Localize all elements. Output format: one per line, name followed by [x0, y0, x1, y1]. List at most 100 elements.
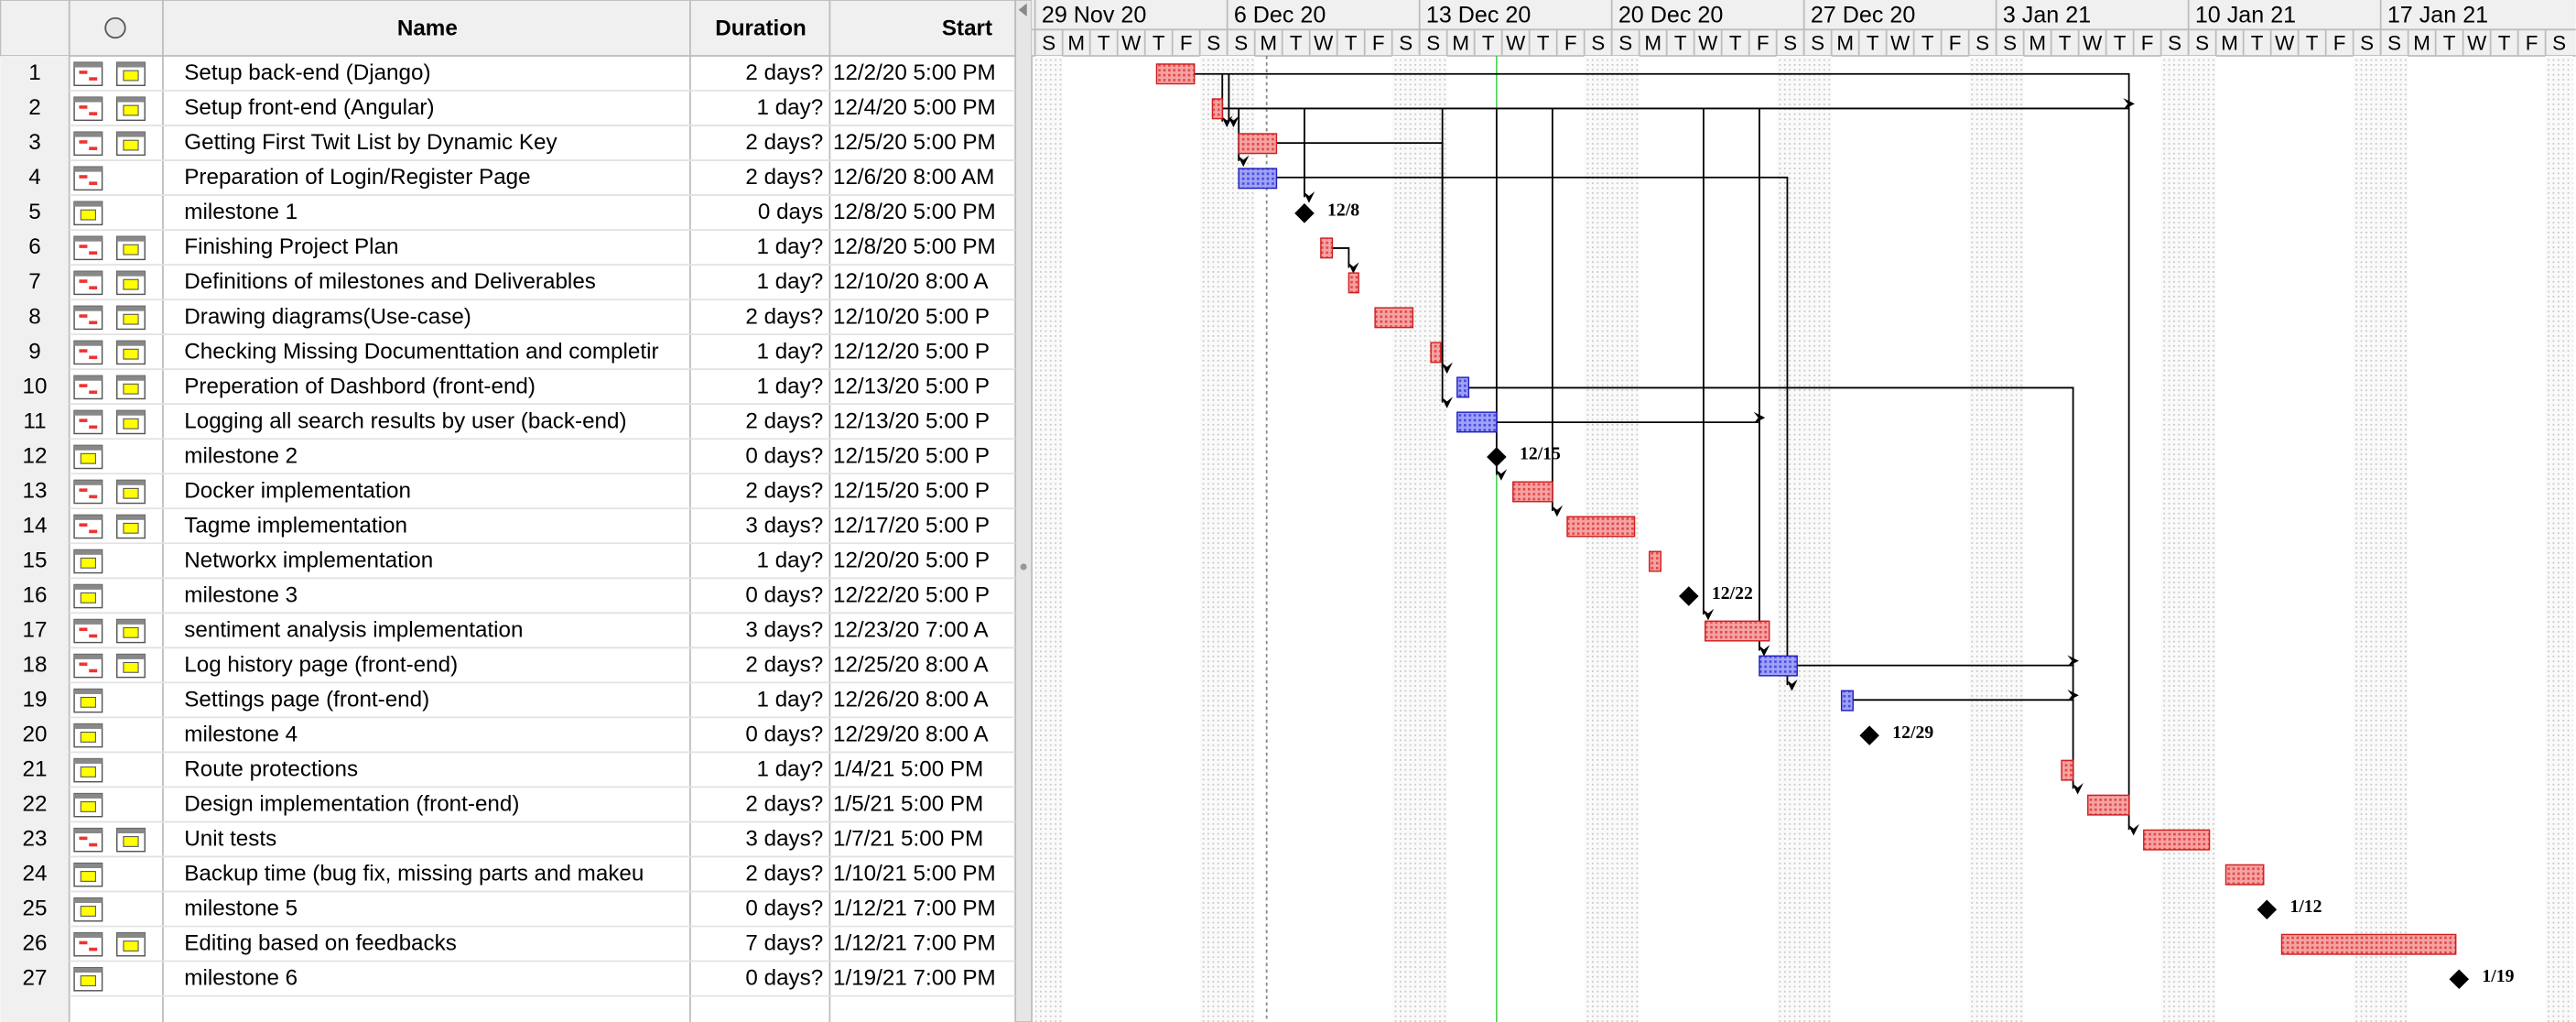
- notes-icon: [116, 653, 146, 679]
- icon-header: [74, 515, 103, 520]
- day-label: S: [1618, 31, 1632, 54]
- weekend-shade: [2353, 56, 2381, 1022]
- row-number-column: [0, 56, 70, 1022]
- icon-header: [74, 271, 103, 277]
- icon-cell: [123, 244, 139, 256]
- column-header[interactable]: Duration: [715, 16, 806, 41]
- task-bar: [2061, 759, 2074, 781]
- row-number: 1: [28, 60, 40, 85]
- notes-icon: [116, 235, 146, 261]
- row-number: 9: [28, 339, 40, 364]
- icon-header: [74, 897, 103, 904]
- icon-cell: [79, 384, 88, 387]
- task-duration: 1 day?: [757, 374, 824, 398]
- task-icon: [73, 235, 103, 261]
- day-label: T: [1153, 31, 1165, 54]
- task-name: Design implementation (front-end): [184, 792, 519, 817]
- row-number: 17: [23, 617, 48, 642]
- task-bar: [1840, 690, 1854, 712]
- task-icon: [73, 688, 103, 713]
- task-duration: 3 days?: [745, 513, 823, 538]
- row-number: 10: [23, 374, 48, 398]
- day-label: S: [2552, 31, 2566, 54]
- day-label: S: [1042, 31, 1055, 54]
- notes-icon: [116, 270, 146, 296]
- row-number: 19: [23, 687, 48, 712]
- icon-header: [74, 132, 103, 137]
- task-duration: 2 days?: [745, 130, 823, 155]
- column-header[interactable]: Start: [942, 16, 992, 41]
- day-label: T: [2498, 31, 2511, 54]
- milestone-label: 1/19: [2482, 966, 2514, 986]
- task-icon: [73, 792, 103, 818]
- weekend-shade: [2188, 56, 2216, 1022]
- task-duration: 0 days?: [745, 897, 823, 921]
- icon-cell: [79, 836, 88, 841]
- icon-header: [116, 932, 146, 939]
- day-label: M: [2413, 31, 2430, 54]
- info-column-icon[interactable]: [104, 16, 126, 39]
- week-label: 17 Jan 21: [2387, 3, 2488, 28]
- task-name: Networkx implementation: [184, 548, 433, 572]
- row-number: 12: [23, 443, 48, 468]
- icon-cell: [123, 278, 139, 290]
- task-duration: 2 days?: [745, 862, 823, 886]
- icon-cell: [89, 181, 98, 185]
- icon-cell: [89, 669, 98, 673]
- milestone-diamond: [2257, 899, 2278, 919]
- icon-cell: [89, 843, 98, 847]
- day-label: S: [1234, 31, 1248, 54]
- gantt-area: 12/8 12/15 12/22 12/29 1/12 1/19: [1034, 56, 2573, 1022]
- task-duration: 0 days?: [745, 443, 823, 468]
- icon-header: [74, 723, 103, 729]
- day-label: F: [1949, 31, 1962, 54]
- row-number: 15: [23, 548, 48, 572]
- icon-cell: [80, 209, 96, 221]
- task-start: 12/8/20 5:00 PM: [833, 234, 996, 259]
- icon-header: [116, 236, 146, 242]
- task-duration: 1 day?: [757, 548, 824, 572]
- icon-cell: [89, 495, 98, 499]
- icon-header: [74, 793, 103, 799]
- task-icon: [73, 96, 103, 122]
- task-name: milestone 5: [184, 897, 298, 921]
- day-label: T: [1921, 31, 1934, 54]
- day-label: T: [1482, 31, 1495, 54]
- task-name: milestone 3: [184, 582, 298, 607]
- day-label: M: [1452, 31, 1469, 54]
- task-name: Setup front-end (Angular): [184, 95, 434, 120]
- icon-header: [74, 584, 103, 590]
- task-icon: [73, 409, 103, 435]
- icon-header: [74, 480, 103, 485]
- icon-header: [116, 62, 146, 68]
- column-header[interactable]: Name: [397, 16, 458, 41]
- day-label: M: [2221, 31, 2238, 54]
- icon-header: [74, 967, 103, 973]
- splitter-arrow[interactable]: [1018, 3, 1027, 16]
- task-icon: [73, 966, 103, 992]
- day-label: F: [2141, 31, 2154, 54]
- milestone-diamond: [2449, 969, 2470, 990]
- icon-header: [74, 758, 103, 764]
- weekend-shade: [2545, 56, 2573, 1022]
- day-label: S: [2387, 31, 2401, 54]
- day-label: W: [1121, 31, 1142, 54]
- task-icon: [73, 270, 103, 296]
- weekend-shade: [1584, 56, 1612, 1022]
- task-start: 1/19/21 7:00 PM: [833, 966, 996, 991]
- notes-icon: [116, 514, 146, 539]
- icon-cell: [89, 390, 98, 395]
- splitter[interactable]: [1014, 0, 1034, 1022]
- task-start: 12/10/20 8:00 A: [833, 269, 990, 294]
- week-label: 10 Jan 21: [2195, 3, 2296, 28]
- task-icon: [73, 340, 103, 365]
- day-label: W: [1506, 31, 1526, 54]
- task-bar: [2280, 933, 2457, 955]
- day-label: T: [2443, 31, 2456, 54]
- day-label: F: [2526, 31, 2538, 54]
- task-bar: [1649, 550, 1662, 572]
- icon-header: [116, 132, 146, 137]
- task-start: 1/12/21 7:00 PM: [833, 931, 996, 956]
- task-start: 12/22/20 5:00 P: [833, 582, 990, 607]
